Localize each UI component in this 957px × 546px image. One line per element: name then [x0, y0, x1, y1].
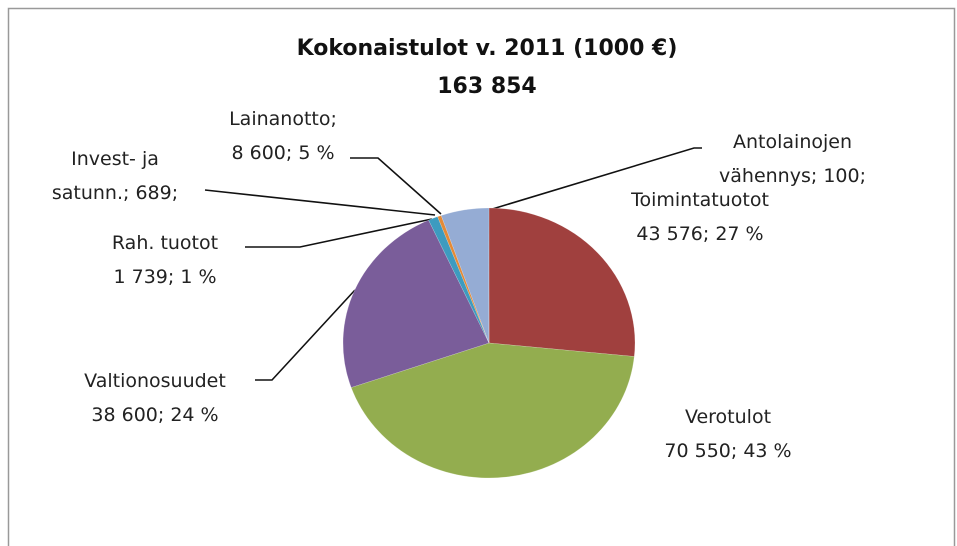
category-label: Invest- ja satunn.;	[51, 148, 159, 204]
leader-line	[255, 289, 356, 381]
category-label: Rah. tuotot	[111, 232, 219, 254]
category-label: Lainanotto;	[229, 108, 337, 130]
category-label: Toimintatuotot	[631, 189, 769, 211]
category-label: Antolainojen vähennys;	[719, 131, 852, 187]
pie-slice	[350, 342, 635, 479]
value-label: 8 600; 5 %	[231, 142, 335, 164]
category-label: Verotulot	[684, 406, 772, 428]
pie-slice	[488, 207, 490, 344]
chart-subtitle: 163 854	[437, 74, 537, 99]
leader-line	[350, 157, 442, 215]
pie-slice	[437, 215, 490, 344]
value-label: 70 550; 43 %	[664, 440, 792, 462]
data-label: Lainanotto; 8 600; 5 %	[173, 102, 393, 170]
data-label: Verotulot 70 550; 43 %	[618, 400, 838, 468]
frame	[7, 7, 956, 546]
leader-line	[245, 218, 433, 248]
pie-slice	[440, 207, 490, 344]
category-label: Valtionosuudet	[84, 370, 226, 392]
pie	[342, 207, 636, 479]
data-label: Rah. tuotot 1 739; 1 %	[65, 226, 265, 294]
data-label: Invest- ja satunn.; 689;	[35, 142, 195, 210]
data-label: Toimintatuotot 43 576; 27 %	[590, 183, 810, 251]
leader-lines	[204, 147, 702, 381]
leader-line	[204, 189, 436, 216]
pie-slice	[488, 207, 636, 357]
data-label: Antolainojen vähennys; 100;	[695, 125, 890, 193]
pie-slice	[428, 216, 490, 344]
value-label: 1 739; 1 %	[113, 266, 217, 288]
value-label: 689;	[135, 182, 179, 204]
value-label: 38 600; 24 %	[91, 404, 219, 426]
leader-line	[488, 147, 702, 211]
chart-title: Kokonaistulot v. 2011 (1000 €)	[296, 36, 678, 61]
value-label: 100;	[823, 165, 866, 187]
data-label: Valtionosuudet 38 600; 24 %	[45, 364, 265, 432]
pie-slice	[342, 219, 490, 388]
value-label: 43 576; 27 %	[636, 223, 764, 245]
